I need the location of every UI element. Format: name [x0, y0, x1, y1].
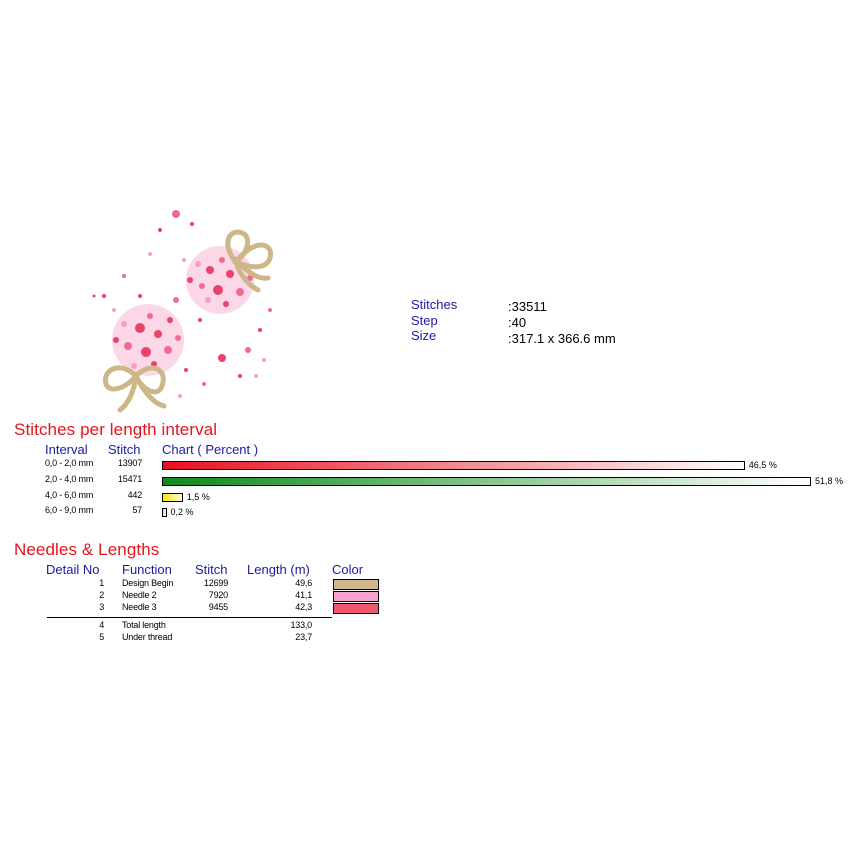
needles-section-title: Needles & Lengths	[14, 540, 160, 559]
total-length: 23,7	[295, 632, 312, 642]
size-value: :317.1 x 366.6 mm	[508, 331, 616, 346]
interval-stitch-count: 57	[132, 505, 142, 515]
needle-stitch: 12699	[203, 578, 228, 588]
needle-stitch: 9455	[208, 602, 228, 612]
totals-divider	[47, 617, 332, 618]
interval-bar	[162, 508, 167, 517]
interval-stitch-count: 442	[127, 490, 143, 500]
step-value: :40	[508, 315, 527, 330]
interval-header: Interval	[45, 442, 88, 457]
detail-no-header: Detail No	[46, 562, 100, 577]
total-length: 133,0	[290, 620, 312, 630]
total-function: Total length	[122, 620, 166, 630]
size-label: Size	[411, 328, 437, 343]
interval-percent: 51,8 %	[815, 476, 844, 486]
needle-no: 1	[99, 578, 104, 588]
interval-stitch-count: 15471	[117, 474, 142, 484]
design-preview	[92, 210, 273, 413]
chart-header: Chart ( Percent )	[162, 442, 259, 457]
needle-function: Needle 3	[122, 602, 157, 612]
function-header: Function	[122, 562, 172, 577]
interval-percent: 0,2 %	[170, 507, 194, 517]
needle-length: 41,1	[295, 590, 312, 600]
interval-percent: 46,5 %	[748, 460, 777, 470]
total-no: 4	[99, 620, 104, 630]
interval-range: 2,0 - 4,0 mm	[45, 474, 94, 484]
needle-stitch: 7920	[208, 590, 228, 600]
color-header: Color	[332, 562, 364, 577]
interval-range: 6,0 - 9,0 mm	[45, 505, 94, 515]
stitches-label: Stitches	[411, 297, 458, 312]
needle-color-swatch	[333, 579, 379, 590]
stitches-value: :33511	[508, 299, 547, 314]
needle-color-swatch	[333, 603, 379, 614]
needle-function: Needle 2	[122, 590, 157, 600]
needle-no: 3	[99, 602, 104, 612]
interval-section-title: Stitches per length interval	[14, 420, 218, 439]
total-no: 5	[99, 632, 104, 642]
step-label: Step	[411, 313, 438, 328]
length-header: Length (m)	[247, 562, 310, 577]
needle-length: 49,6	[295, 578, 312, 588]
needle-color-swatch	[333, 591, 379, 602]
interval-range: 4,0 - 6,0 mm	[45, 490, 94, 500]
stitch-header: Stitch	[108, 442, 141, 457]
bow-lower	[102, 365, 167, 413]
interval-bar	[162, 493, 183, 502]
needle-stitch-header: Stitch	[195, 562, 228, 577]
scattered-petals	[92, 210, 272, 398]
interval-range: 0,0 - 2,0 mm	[45, 458, 94, 468]
needle-no: 2	[99, 590, 104, 600]
total-function: Under thread	[122, 632, 173, 642]
interval-bar	[162, 461, 745, 470]
needle-length: 42,3	[295, 602, 312, 612]
interval-percent: 1,5 %	[186, 492, 210, 502]
interval-stitch-count: 13907	[117, 458, 142, 468]
bow-upper	[225, 229, 273, 293]
flower-cluster-lower	[112, 304, 184, 376]
needle-function: Design Begin	[122, 578, 174, 588]
interval-bar	[162, 477, 811, 486]
